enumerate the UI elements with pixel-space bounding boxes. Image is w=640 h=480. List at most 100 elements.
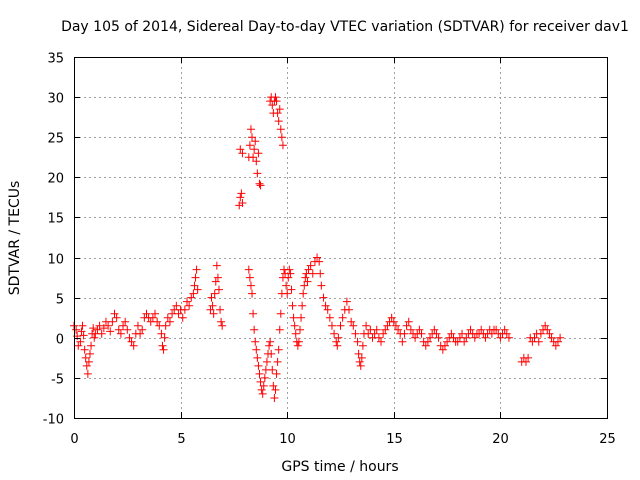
data-point xyxy=(238,199,247,208)
data-point xyxy=(110,309,119,318)
data-point xyxy=(142,309,151,318)
data-point xyxy=(93,325,102,334)
data-point xyxy=(99,324,108,333)
data-point xyxy=(336,321,345,330)
data-point xyxy=(293,341,302,350)
data-point xyxy=(521,357,530,366)
data-point xyxy=(404,317,413,326)
data-point xyxy=(276,309,285,318)
data-point xyxy=(158,341,167,350)
data-point xyxy=(391,321,400,330)
data-point xyxy=(182,297,191,306)
data-point xyxy=(524,353,533,362)
data-point xyxy=(270,393,279,402)
data-point xyxy=(114,325,123,334)
data-point xyxy=(300,281,309,290)
data-point xyxy=(294,337,303,346)
y-tick-label: 30 xyxy=(47,92,64,107)
data-point xyxy=(276,125,285,134)
data-point xyxy=(254,149,263,158)
data-point xyxy=(447,329,456,338)
data-point xyxy=(374,333,383,342)
data-point xyxy=(355,357,364,366)
data-point xyxy=(534,337,543,346)
data-point xyxy=(79,331,88,340)
data-point xyxy=(349,321,358,330)
data-point xyxy=(236,193,245,202)
data-point xyxy=(127,337,136,346)
data-point xyxy=(161,321,170,330)
data-point xyxy=(398,337,407,346)
data-point xyxy=(206,305,215,314)
data-point xyxy=(342,297,351,306)
x-tick-label: 20 xyxy=(492,432,509,447)
data-point xyxy=(252,157,261,166)
y-tick-label: 25 xyxy=(47,132,64,147)
data-point xyxy=(108,317,117,326)
data-point xyxy=(249,309,258,318)
data-point xyxy=(254,361,263,370)
data-point xyxy=(466,325,475,334)
data-point xyxy=(283,289,292,298)
data-point xyxy=(251,137,260,146)
data-point xyxy=(272,97,281,106)
data-point xyxy=(370,329,379,338)
data-point xyxy=(334,333,343,342)
data-point xyxy=(116,329,125,338)
data-point xyxy=(185,301,194,310)
data-point xyxy=(207,293,216,302)
data-point xyxy=(259,381,268,390)
data-point xyxy=(547,333,556,342)
data-point xyxy=(112,313,121,322)
data-point xyxy=(553,337,562,346)
data-point xyxy=(260,373,269,382)
data-point xyxy=(298,301,307,310)
data-point xyxy=(306,261,315,270)
data-point xyxy=(271,385,280,394)
plot-frame xyxy=(74,57,608,419)
data-point xyxy=(119,321,128,330)
data-point xyxy=(190,281,199,290)
data-point xyxy=(256,181,265,190)
data-point xyxy=(160,333,169,342)
y-tick-label: -5 xyxy=(51,373,64,388)
data-point xyxy=(252,345,261,354)
data-point xyxy=(216,305,225,314)
data-point xyxy=(383,321,392,330)
data-point xyxy=(462,333,471,342)
data-point xyxy=(258,389,267,398)
data-point xyxy=(394,325,403,334)
data-point xyxy=(95,321,104,330)
data-point xyxy=(287,285,296,294)
data-point xyxy=(372,325,381,334)
data-point xyxy=(415,325,424,334)
data-point xyxy=(426,333,435,342)
data-point xyxy=(536,329,545,338)
data-point xyxy=(213,273,222,282)
data-point xyxy=(545,329,554,338)
data-point xyxy=(83,369,92,378)
data-point xyxy=(246,281,255,290)
data-point xyxy=(323,305,332,314)
data-point xyxy=(541,321,550,330)
data-point xyxy=(443,337,452,346)
y-tick-label: 35 xyxy=(47,52,64,67)
data-point xyxy=(500,325,509,334)
x-tick-label: 0 xyxy=(70,432,78,447)
data-point xyxy=(421,341,430,350)
data-point xyxy=(286,269,295,278)
data-point xyxy=(377,337,386,346)
data-point xyxy=(327,321,336,330)
data-point xyxy=(272,369,281,378)
data-point xyxy=(381,325,390,334)
data-point xyxy=(244,265,253,274)
y-tick-label: 15 xyxy=(47,212,64,227)
data-point xyxy=(321,301,330,310)
data-point xyxy=(174,309,183,318)
data-point xyxy=(319,293,328,302)
data-point xyxy=(165,317,174,326)
data-point xyxy=(72,325,81,334)
data-point xyxy=(440,341,449,350)
data-point xyxy=(330,329,339,338)
